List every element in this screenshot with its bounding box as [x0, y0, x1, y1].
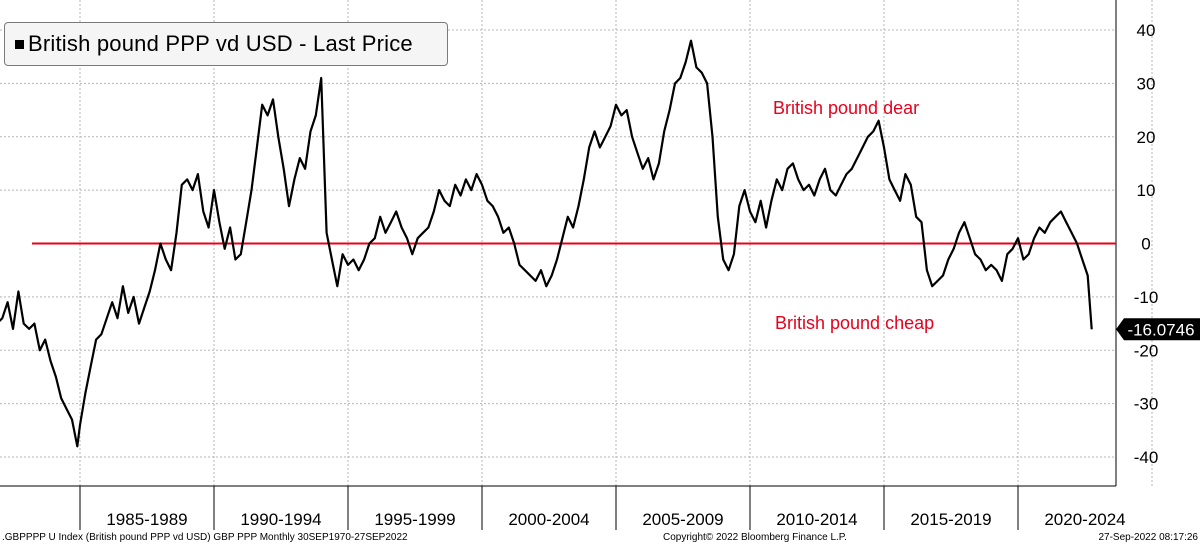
last-value-label: -16.0746 [1127, 320, 1194, 339]
x-tick-labels: 1985-1989 1990-1994 1995-1999 2000-2004 2005… [106, 510, 1125, 529]
x-tick-label: 2005-2009 [642, 510, 723, 529]
last-value-badge [1116, 318, 1200, 341]
footer-timestamp: 27-Sep-2022 08:17:26 [1098, 532, 1198, 543]
y-tick-label: -20 [1134, 341, 1159, 360]
series-line [0, 39, 1093, 448]
legend: British pound PPP vd USD - Last Price [4, 22, 448, 66]
legend-label: British pound PPP vd USD - Last Price [28, 31, 413, 56]
annotation-dear: British pound dear [773, 98, 919, 118]
last-value-marker: -16.0746 [1116, 318, 1200, 341]
footer-source: .GBPPPP U Index (British pound PPP vd US… [2, 532, 408, 543]
y-tick-label: 30 [1137, 74, 1156, 93]
x-tick-label: 2015-2019 [910, 510, 991, 529]
y-tick-labels: -40 -30 -20 -10 0 10 20 30 40 [1134, 21, 1159, 467]
y-tick-label: -40 [1134, 448, 1159, 467]
y-tick-label: 20 [1137, 128, 1156, 147]
footer-copyright: Copyright© 2022 Bloomberg Finance L.P. [663, 532, 847, 543]
x-tick-label: 2020-2024 [1044, 510, 1125, 529]
y-tick-label: 10 [1137, 181, 1156, 200]
y-tick-label: 40 [1137, 21, 1156, 40]
x-tick-label: 2010-2014 [776, 510, 857, 529]
x-tick-label: 1985-1989 [106, 510, 187, 529]
vertical-grid [79, 0, 1153, 486]
y-tick-label: 0 [1141, 235, 1150, 254]
legend-swatch [15, 39, 24, 49]
y-tick-label: -30 [1134, 395, 1159, 414]
x-tick-label: 1990-1994 [240, 510, 321, 529]
y-tick-label: -10 [1134, 288, 1159, 307]
x-tick-label: 1995-1999 [374, 510, 455, 529]
annotation-cheap: British pound cheap [775, 313, 934, 333]
x-period-ticks [79, 486, 1019, 530]
x-tick-label: 2000-2004 [508, 510, 589, 529]
